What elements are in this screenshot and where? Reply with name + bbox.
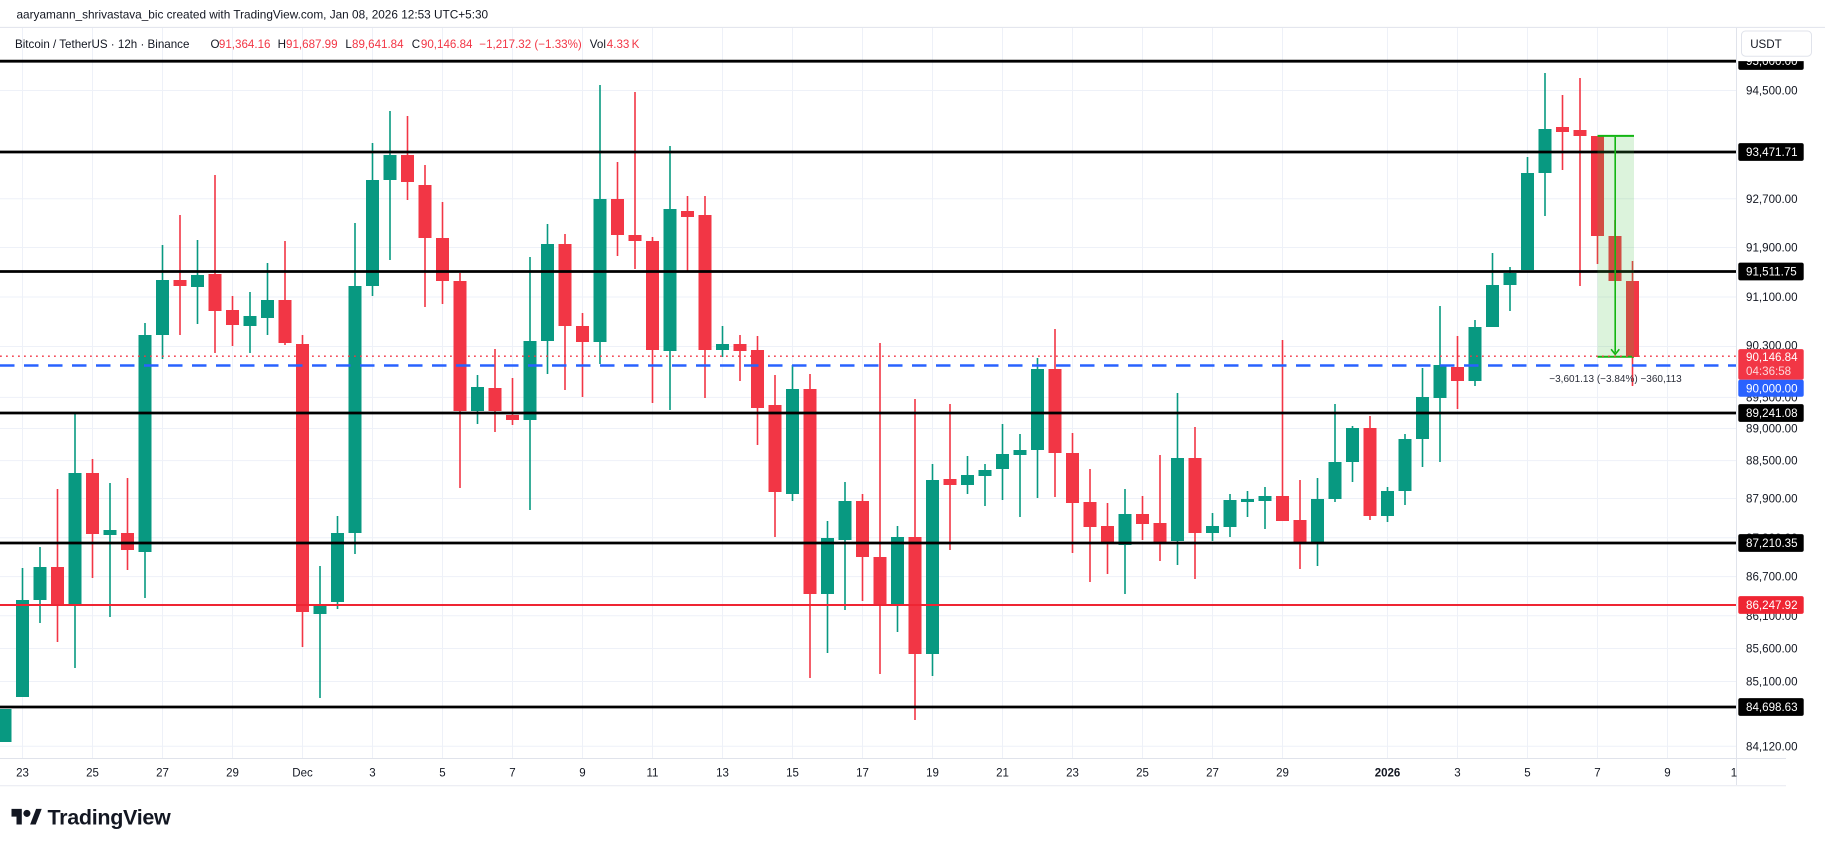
svg-text:13: 13	[716, 768, 729, 780]
svg-text:C: C	[412, 38, 420, 51]
svg-text:23: 23	[1066, 768, 1079, 780]
svg-text:94,500.00: 94,500.00	[1746, 85, 1798, 98]
svg-text:TradingView: TradingView	[48, 806, 172, 830]
svg-text:−3,601.13 (−3.84%) −360,113: −3,601.13 (−3.84%) −360,113	[1549, 374, 1682, 385]
svg-text:USDT: USDT	[1750, 38, 1782, 51]
svg-text:87,900.00: 87,900.00	[1746, 493, 1798, 506]
svg-text:7: 7	[509, 768, 515, 780]
svg-text:90,146.84: 90,146.84	[1746, 351, 1798, 364]
svg-text:25: 25	[86, 768, 99, 780]
svg-text:4.33 K: 4.33 K	[607, 38, 640, 51]
svg-text:9: 9	[579, 768, 585, 780]
svg-text:11: 11	[647, 768, 659, 780]
svg-text:2026: 2026	[1375, 768, 1401, 780]
svg-text:3: 3	[369, 768, 375, 780]
svg-text:Bitcoin / TetherUS · 12h · Bin: Bitcoin / TetherUS · 12h · Binance	[15, 38, 189, 51]
svg-text:95,000.00: 95,000.00	[1746, 55, 1798, 68]
svg-text:91,511.75: 91,511.75	[1746, 266, 1797, 279]
svg-text:87,210.35: 87,210.35	[1746, 537, 1798, 550]
svg-text:5: 5	[1524, 768, 1530, 780]
svg-text:aaryamann_shrivastava_bic crea: aaryamann_shrivastava_bic created with T…	[17, 7, 489, 21]
svg-text:91,687.99: 91,687.99	[286, 38, 338, 51]
svg-text:Vol: Vol	[590, 38, 606, 51]
svg-text:H: H	[278, 38, 286, 51]
svg-text:89,241.08: 89,241.08	[1746, 407, 1798, 420]
svg-text:−1,217.32 (−1.33%): −1,217.32 (−1.33%)	[479, 38, 582, 51]
svg-text:29: 29	[1276, 768, 1289, 780]
svg-text:17: 17	[856, 768, 869, 780]
svg-text:90,146.84: 90,146.84	[421, 38, 473, 51]
svg-text:Dec: Dec	[292, 768, 313, 780]
svg-text:23: 23	[16, 768, 29, 780]
svg-text:91,100.00: 91,100.00	[1746, 291, 1798, 304]
svg-text:19: 19	[926, 768, 939, 780]
svg-text:04:36:58: 04:36:58	[1746, 365, 1791, 378]
svg-text:90,000.00: 90,000.00	[1746, 382, 1798, 395]
svg-text:21: 21	[996, 768, 1009, 780]
svg-text:91,364.16: 91,364.16	[219, 38, 271, 51]
svg-text:92,700.00: 92,700.00	[1746, 193, 1798, 206]
svg-text:L: L	[345, 38, 352, 51]
svg-text:5: 5	[439, 768, 445, 780]
svg-text:86,700.00: 86,700.00	[1746, 571, 1798, 584]
svg-text:91,900.00: 91,900.00	[1746, 242, 1798, 255]
svg-text:86,247.92: 86,247.92	[1746, 599, 1798, 612]
svg-text:89,641.84: 89,641.84	[352, 38, 404, 51]
svg-text:29: 29	[226, 768, 239, 780]
svg-text:9: 9	[1664, 768, 1670, 780]
svg-text:7: 7	[1594, 768, 1600, 780]
svg-text:88,500.00: 88,500.00	[1746, 455, 1798, 468]
svg-text:1: 1	[1731, 768, 1737, 780]
svg-text:15: 15	[786, 768, 799, 780]
svg-text:O: O	[211, 38, 220, 51]
svg-text:3: 3	[1454, 768, 1460, 780]
svg-text:85,100.00: 85,100.00	[1746, 676, 1798, 689]
svg-text:93,471.71: 93,471.71	[1746, 146, 1798, 159]
svg-text:25: 25	[1136, 768, 1149, 780]
svg-text:84,120.00: 84,120.00	[1746, 740, 1798, 753]
svg-text:84,698.63: 84,698.63	[1746, 701, 1798, 714]
svg-text:85,600.00: 85,600.00	[1746, 643, 1798, 656]
svg-text:27: 27	[156, 768, 169, 780]
svg-text:89,000.00: 89,000.00	[1746, 423, 1798, 436]
svg-text:27: 27	[1206, 768, 1219, 780]
